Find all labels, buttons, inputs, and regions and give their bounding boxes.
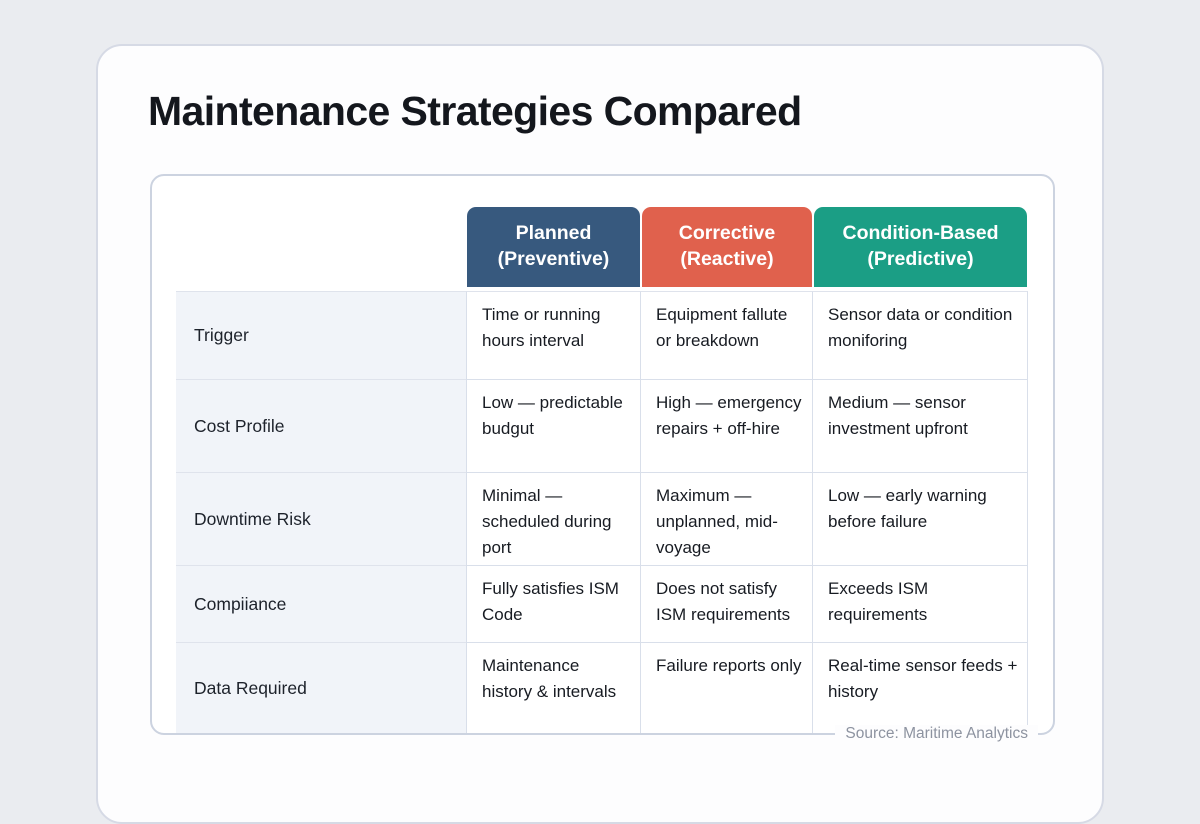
table-cell: Medium — sensor investment upfront (813, 380, 1028, 473)
table-cell: Low — early warning before failure (813, 473, 1028, 566)
comparison-table-card: Planned (Preventive) Corrective (Reactiv… (150, 174, 1055, 735)
table-corner-spacer (176, 207, 466, 291)
table-cell: Equipment fallute or breakdown (641, 291, 813, 380)
column-header-planned: Planned (Preventive) (467, 207, 640, 287)
table-cell: Exceeds ISM requirements (813, 566, 1028, 643)
column-header-condition-based: Condition-Based (Predictive) (814, 207, 1027, 287)
source-note: Source: Maritime Analytics (835, 725, 1038, 743)
row-label-downtime-risk: Downtime Risk (176, 473, 466, 566)
table-cell: Real-time sensor feeds + history (813, 643, 1028, 733)
table-cell: High — emergency repairs + off-hire (641, 380, 813, 473)
table-cell: Maintenance history & intervals (466, 643, 641, 733)
row-label-trigger: Trigger (176, 291, 466, 380)
column-header-line2: (Reactive) (680, 248, 774, 270)
row-label-cost-profile: Cost Profile (176, 380, 466, 473)
column-header-line2: (Preventive) (497, 248, 610, 270)
row-label-compliance: Compiiance (176, 566, 466, 643)
content-card: Maintenance Strategies Compared Planned … (96, 44, 1104, 824)
column-header-line1: Planned (515, 222, 592, 245)
column-header-line2: (Predictive) (867, 248, 974, 270)
column-header-line1: Condition-Based (842, 222, 999, 245)
page-title: Maintenance Strategies Compared (148, 88, 802, 134)
table-cell: Does not satisfy ISM requirements (641, 566, 813, 643)
table-cell: Low — predictable budgut (466, 380, 641, 473)
column-header-corrective: Corrective (Reactive) (642, 207, 812, 287)
table-cell: Maximum — unplanned, mid-voyage (641, 473, 813, 566)
row-label-data-required: Data Required (176, 643, 466, 733)
column-header-line1: Corrective (678, 222, 776, 245)
table-cell: Sensor data or condition moniforing (813, 291, 1028, 380)
table-cell: Fully satisfies ISM Code (466, 566, 641, 643)
table-cell: Time or running hours interval (466, 291, 641, 380)
table-cell: Minimal — scheduled during port (466, 473, 641, 566)
table-cell: Failure reports only (641, 643, 813, 733)
comparison-table: Planned (Preventive) Corrective (Reactiv… (176, 207, 1028, 733)
